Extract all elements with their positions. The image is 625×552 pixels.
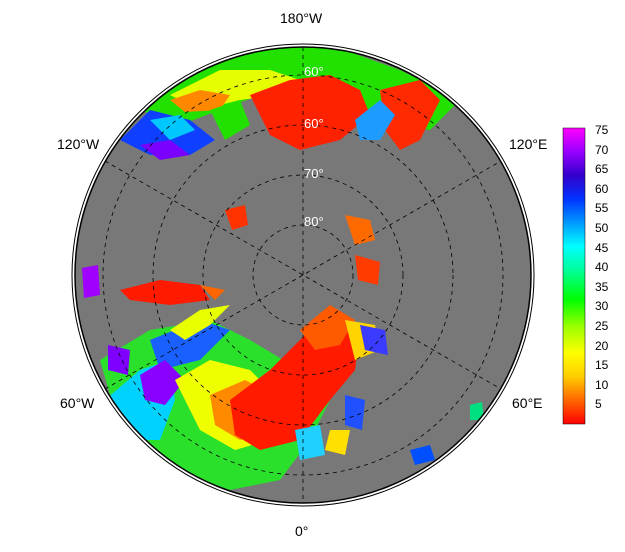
alaska-cyan-zone [150,115,195,140]
colorbar-tick-label: 5 [595,397,602,412]
colorbar-tick-label: 20 [595,338,609,353]
lat-label-3: 70° [304,166,324,181]
colorbar-tick-label: 50 [595,221,609,235]
colorbar-tick-label: 75 [595,123,609,137]
lon-label-top: 180°W [280,10,323,26]
lon-label-upper-right: 120°E [509,136,548,152]
map-outer-frame-2 [71,43,535,507]
data-field [82,47,504,503]
far-east-patch [410,445,435,465]
graticule [102,47,504,503]
colorbar-tick-label: 40 [595,260,609,275]
canada-patch-2 [200,285,225,300]
colorbar [562,127,586,425]
colorbar-tick-label: 55 [595,201,609,216]
lat-label-2: 60° [304,116,324,131]
atlantic-blue [150,320,230,370]
canada-patch [120,280,210,305]
barents-blue [360,325,388,355]
lon-label-bottom: 0° [295,523,309,539]
lon-label-lower-right: 60°E [512,395,543,411]
barents-orange [300,305,355,350]
colorbar-tick-label: 25 [595,319,609,333]
bering-blue-zone [355,100,395,140]
labrador-purple [140,360,185,405]
north-sea-cyan [295,425,325,460]
lat-label-4: 80° [304,214,324,229]
lon-label-lower-left: 60°W [60,395,95,411]
lon-label-upper-left: 120°W [57,136,100,152]
hudson-purple [108,345,130,375]
siberian-patch [225,205,248,230]
colorbar-tick-label: 10 [595,377,609,392]
lat-label-1: 60° [304,64,324,79]
laptev-patch [345,215,375,245]
colorbar-tick-label: 45 [595,240,609,255]
colorbar-tick-label: 70 [595,142,609,157]
map-outer-frame [74,46,532,504]
kara-patch [355,255,380,285]
colorbar-tick-label: 15 [595,358,609,373]
pacific-red-zone [250,75,370,150]
baltic-patch [345,395,365,430]
canada-purple [82,265,100,298]
greenland-arc-yellow [170,305,230,340]
caspian-patch [470,402,484,420]
colorbar-tick-label: 65 [595,162,609,177]
pacific-green-left [210,100,250,140]
bering-red-zone [380,80,440,150]
alaska-purple-zone [140,140,190,160]
colorbar-tick-label: 30 [595,299,609,314]
colorbar-tick-label: 35 [595,279,609,294]
colorbar-tick-label: 60 [595,181,609,196]
baltic-yellow [325,430,350,455]
